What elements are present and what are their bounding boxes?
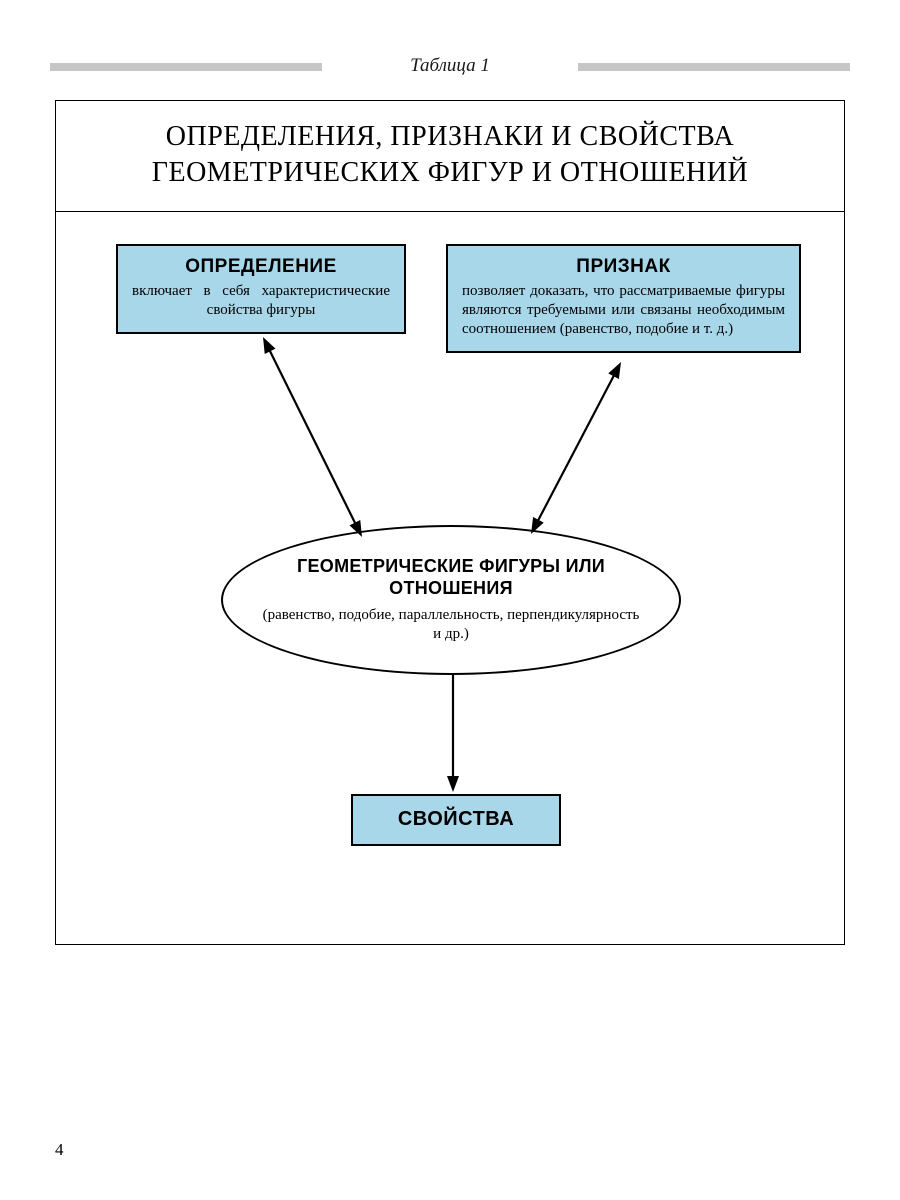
- page-title: ОПРЕДЕЛЕНИЯ, ПРИЗНАКИ И СВОЙСТВА ГЕОМЕТР…: [56, 101, 844, 212]
- node-definition: ОПРЕДЕЛЕНИЕ включает в себя характеристи…: [116, 244, 406, 334]
- node-properties-title: СВОЙСТВА: [398, 808, 514, 831]
- header-rule-right: [578, 63, 850, 71]
- node-sign-title: ПРИЗНАК: [462, 256, 785, 278]
- node-sign: ПРИЗНАК позволяет доказать, что рассматр…: [446, 244, 801, 354]
- flowchart: ОПРЕДЕЛЕНИЕ включает в себя характеристи…: [56, 212, 844, 945]
- node-definition-desc: включает в себя характеристические свойс…: [132, 282, 390, 320]
- node-center-desc: (равенство, подобие, параллельность, пер…: [261, 606, 641, 645]
- node-center: ГЕОМЕТРИЧЕСКИЕ ФИГУРЫ ИЛИ ОТНОШЕНИЯ (рав…: [221, 525, 681, 675]
- node-definition-title: ОПРЕДЕЛЕНИЕ: [132, 256, 390, 278]
- node-center-title: ГЕОМЕТРИЧЕСКИЕ ФИГУРЫ ИЛИ ОТНОШЕНИЯ: [261, 555, 641, 600]
- page-header: Таблица 1: [50, 55, 850, 79]
- page-number: 4: [55, 1140, 64, 1160]
- content-frame: ОПРЕДЕЛЕНИЯ, ПРИЗНАКИ И СВОЙСТВА ГЕОМЕТР…: [55, 100, 845, 945]
- node-properties: СВОЙСТВА: [351, 794, 561, 846]
- node-sign-desc: позволяет доказать, что рассматриваемые …: [462, 282, 785, 340]
